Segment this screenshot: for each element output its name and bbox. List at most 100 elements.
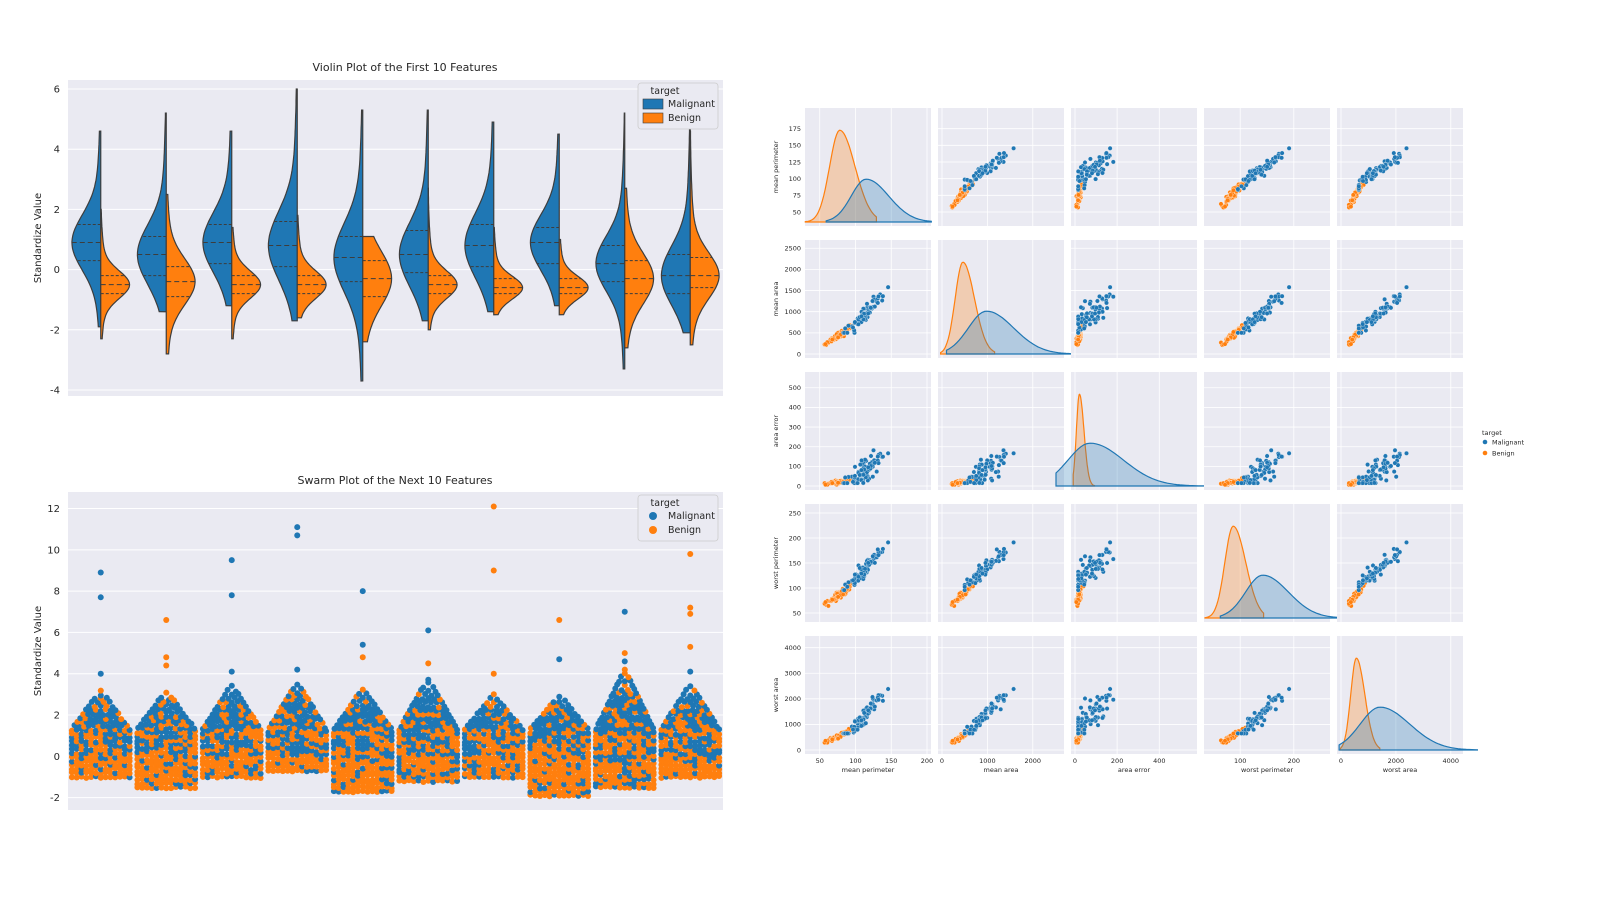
swarm-malignant-point <box>252 763 259 769</box>
swarm-benign-point <box>364 749 371 756</box>
swarm-malignant-point <box>364 737 371 744</box>
swarm-malignant-point <box>191 725 198 732</box>
swarm-malignant-point <box>556 733 563 740</box>
swarm-benign-outlier <box>687 610 694 617</box>
swarm-benign-point <box>299 729 306 736</box>
swarm-benign-point <box>532 742 539 748</box>
pair-malignant-point <box>1393 474 1399 480</box>
legend-malignant-swatch <box>642 98 664 110</box>
pair-malignant-point <box>994 155 1000 161</box>
pair-cell-1-1 <box>938 240 1064 358</box>
swarm-malignant-point <box>621 678 628 685</box>
swarm-benign-point <box>537 746 543 753</box>
swarm-malignant-point <box>624 714 631 721</box>
pair-malignant-point <box>879 298 885 303</box>
swarm-malignant-point <box>192 764 199 771</box>
swarm-malignant-point <box>121 750 128 757</box>
swarm-legend-title: target <box>651 498 680 509</box>
swarm-malignant-point <box>556 698 563 705</box>
swarm-malignant-point <box>100 723 107 730</box>
swarm-benign-point <box>223 766 230 773</box>
swarm-benign-point <box>677 762 684 769</box>
swarm-malignant-point <box>505 743 512 750</box>
swarm-benign-point <box>379 741 385 748</box>
swarm-benign-point <box>350 789 357 796</box>
pair-malignant-point <box>844 330 850 336</box>
swarm-benign-point <box>537 793 543 799</box>
pair-malignant-point <box>989 463 994 469</box>
pair-malignant-point <box>852 572 858 577</box>
swarm-malignant-point <box>612 745 619 752</box>
pair-malignant-point <box>1360 174 1366 180</box>
swarm-benign-point <box>420 711 427 718</box>
swarm-benign-point <box>168 776 175 783</box>
swarm-malignant-point <box>604 714 611 721</box>
swarm-malignant-point <box>490 766 497 773</box>
pair-benign-point <box>1075 197 1081 203</box>
swarm-malignant-point <box>172 734 179 740</box>
pair-malignant-point <box>1378 168 1384 173</box>
swarm-benign-point <box>406 763 412 770</box>
swarm-benign-point <box>439 731 446 738</box>
swarm-benign-point <box>585 757 592 764</box>
swarm-malignant-point <box>273 713 280 720</box>
swarm-benign-point <box>284 713 290 720</box>
swarm-malignant-point <box>466 743 473 750</box>
swarm-benign-point <box>318 736 325 743</box>
swarm-malignant-point <box>682 751 689 758</box>
swarm-malignant-point <box>109 704 116 711</box>
swarm-malignant-point <box>211 723 218 730</box>
pair-malignant-point <box>1360 475 1366 480</box>
swarm-malignant-point <box>532 730 539 737</box>
swarm-benign-point <box>148 749 155 756</box>
pair-malignant-point <box>875 547 881 552</box>
swarm-benign-point <box>379 745 385 752</box>
swarm-malignant-point <box>483 719 490 726</box>
pair-malignant-point <box>1356 326 1362 331</box>
pair-malignant-point <box>1273 154 1278 160</box>
swarm-benign-point <box>716 735 723 742</box>
swarm-malignant-point <box>713 723 720 730</box>
swarm-benign-point <box>323 760 330 767</box>
swarm-benign-point <box>564 714 571 721</box>
swarm-benign-point <box>340 788 347 795</box>
pair-malignant-point <box>1370 313 1376 319</box>
swarm-malignant-point <box>299 744 306 751</box>
swarm-malignant-point <box>112 754 119 761</box>
swarm-benign-point <box>614 722 621 728</box>
swarm-malignant-point <box>323 741 330 748</box>
swarm-benign-point <box>335 753 342 760</box>
pair-benign-point <box>823 341 828 347</box>
swarm-benign-point <box>481 766 488 773</box>
swarm-benign-point <box>345 756 352 763</box>
swarm-y-axis-label: Standardize Value <box>33 606 44 696</box>
swarm-benign-point <box>252 758 259 764</box>
swarm-malignant-point <box>318 744 325 750</box>
swarm-benign-point <box>658 743 665 750</box>
pair-malignant-point <box>1360 178 1366 184</box>
pair-malignant-point <box>1264 164 1270 170</box>
pair-malignant-point <box>988 453 994 459</box>
swarm-malignant-point <box>471 743 478 750</box>
pair-malignant-point <box>1247 480 1253 486</box>
swarm-benign-point <box>302 693 309 700</box>
swarm-benign-point <box>97 687 104 694</box>
swarm-benign-point <box>303 740 310 747</box>
swarm-malignant-point <box>68 758 75 765</box>
swarm-malignant-point <box>112 731 119 737</box>
swarm-benign-point <box>597 769 604 776</box>
pair-malignant-point <box>1259 472 1264 478</box>
swarm-benign-point <box>187 777 194 784</box>
swarm-malignant-point <box>107 738 114 745</box>
swarm-malignant-point <box>350 706 356 713</box>
pair-malignant-point <box>1083 319 1089 325</box>
pair-malignant-point <box>1268 478 1273 483</box>
pair-malignant-point <box>1239 480 1244 486</box>
swarm-benign-point <box>668 773 674 780</box>
swarm-malignant-point <box>444 770 451 777</box>
swarm-malignant-point <box>419 703 426 710</box>
swarm-malignant-point <box>706 730 713 737</box>
swarm-malignant-point <box>616 756 623 763</box>
violin-benign-half <box>624 187 655 349</box>
swarm-benign-point <box>177 757 184 764</box>
